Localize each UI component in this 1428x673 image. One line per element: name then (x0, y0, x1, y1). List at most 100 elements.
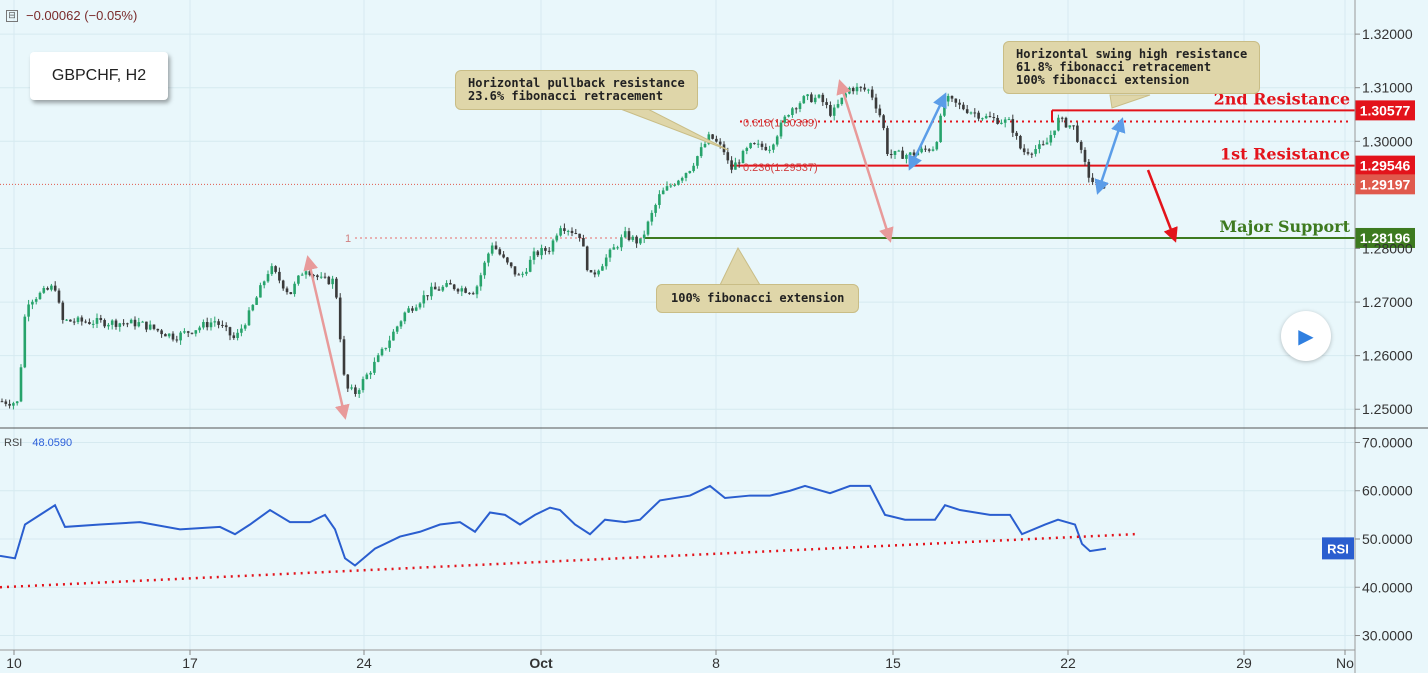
candle-body (19, 367, 23, 402)
candle-body (274, 266, 277, 272)
candle-body (954, 98, 958, 103)
price-change-header: ⊟ −0.00062 (−0.05%) (6, 8, 137, 23)
candle-body (418, 303, 422, 308)
candle-body (236, 332, 239, 338)
candle-body (243, 325, 247, 329)
candle-body (832, 107, 836, 116)
candle-body (760, 143, 764, 147)
rsi-tick-label: 30.0000 (1362, 628, 1413, 644)
candle-body (490, 245, 494, 254)
candle-body (585, 246, 589, 271)
candle-body (388, 340, 391, 348)
current-price-tag (1355, 174, 1415, 195)
candle-body (42, 288, 46, 293)
candle-body (870, 89, 874, 98)
candle-body (145, 321, 148, 330)
candle-body (1038, 144, 1041, 150)
candle-body (266, 274, 270, 282)
candle-body (715, 138, 718, 142)
rsi-panel: RSI (0, 484, 1354, 589)
candle-body (943, 101, 946, 116)
candle-body (354, 387, 357, 394)
candle-body (878, 108, 882, 116)
candle-body (88, 322, 91, 325)
candle-body (53, 285, 57, 291)
price-tick-label: 1.25000 (1362, 401, 1413, 417)
candle-body (1011, 119, 1015, 133)
rsi-value: 48.0590 (32, 437, 73, 449)
candle-body (692, 165, 695, 172)
candle-body (821, 94, 825, 103)
candle-body (1041, 144, 1045, 146)
candle-body (1102, 182, 1106, 189)
price-tick-label: 1.32000 (1362, 26, 1413, 42)
candle-body (935, 142, 939, 150)
candle-body (133, 319, 137, 327)
candle-body (1083, 149, 1087, 162)
candle-body (0, 401, 4, 403)
candle-body (487, 253, 490, 263)
candle-body (202, 322, 205, 328)
candle-body (1015, 132, 1018, 136)
candle-body (889, 154, 893, 156)
candle-body (593, 272, 597, 275)
candle-body (240, 328, 243, 333)
candle-body (908, 152, 912, 155)
candle-body (498, 249, 502, 255)
candle-body (411, 308, 414, 311)
candle-body (494, 245, 498, 250)
candle-body (642, 234, 646, 239)
candle-body (361, 379, 365, 391)
collapse-icon[interactable]: ⊟ (6, 9, 18, 22)
candle-body (114, 320, 118, 327)
candle-body (471, 293, 475, 295)
candle-body (126, 323, 129, 325)
candle-body (810, 94, 813, 103)
candle-body (802, 96, 806, 104)
candle-body (373, 361, 376, 373)
candle-body (673, 184, 676, 186)
candle-body (946, 95, 950, 102)
candle-body (27, 304, 30, 317)
candle-body (582, 238, 585, 247)
candle-body (623, 231, 627, 238)
fib-1-label: 1 (345, 233, 351, 245)
axes: 1.32000 1.31000 1.30000 1.28000 1.27000 1.260… (6, 26, 1413, 671)
candle-body (95, 318, 99, 324)
candle-body (817, 94, 821, 98)
level-price-value: 1.29546 (1360, 158, 1411, 174)
candle-body (69, 319, 72, 322)
candle-body (836, 104, 840, 108)
candle-body (452, 284, 456, 290)
candle-body (867, 89, 870, 91)
candle-body (578, 233, 581, 239)
candle-body (661, 190, 665, 195)
time-tick-label: 24 (356, 655, 372, 671)
candle-body (46, 288, 49, 290)
price-change: −0.00062 (−0.05%) (26, 8, 138, 23)
candle-body (779, 122, 783, 137)
candle-body (475, 286, 479, 295)
candle-body (521, 273, 524, 275)
candle-body (99, 318, 103, 321)
play-button[interactable]: ▶ (1281, 311, 1331, 361)
candle-body (931, 149, 935, 151)
candle-body (517, 274, 521, 276)
candle-body (304, 271, 308, 275)
candle-body (316, 275, 319, 278)
candle-body (76, 317, 80, 322)
candle-body (555, 235, 559, 241)
candle-body (414, 307, 418, 311)
candle-body (958, 102, 961, 105)
candle-body (616, 247, 619, 249)
candle-body (973, 112, 977, 114)
candle-body (270, 266, 274, 275)
rsi-line (0, 484, 1107, 567)
candle-body (1034, 149, 1037, 154)
price-tick-label: 1.28000 (1362, 240, 1413, 256)
candle-body (1060, 117, 1064, 119)
candle-body (794, 108, 798, 110)
candle-body (509, 262, 513, 267)
candle-body (601, 266, 604, 271)
rsi-tick-label: 70.0000 (1362, 434, 1413, 450)
